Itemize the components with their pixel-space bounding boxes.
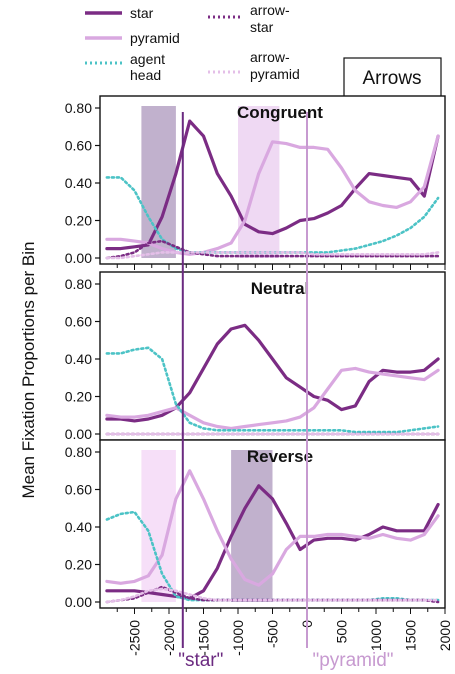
shaded-region-congruent-1 — [238, 106, 280, 258]
y-tick-label-neutral-0: 0.00 — [65, 426, 92, 442]
x-tick-label-9: 2000 — [437, 620, 453, 651]
y-tick-label-reverse-0: 0.00 — [65, 594, 92, 610]
legend-label-arrow-pyramid-line1: arrow- — [250, 49, 290, 65]
series-line-reverse-arrow-pyramid — [105, 587, 440, 604]
x-tick-label-1: -2000 — [161, 620, 177, 656]
star-onset-label: "star" — [178, 650, 223, 671]
panel-title-neutral: Neutral — [251, 279, 310, 298]
legend-item-arrow-pyramid: arrow- pyramid — [208, 49, 300, 82]
condition-box-frame — [343, 57, 442, 99]
y-tick-label-reverse-4: 0.80 — [65, 444, 92, 460]
y-tick-label-reverse-1: 0.20 — [65, 557, 92, 573]
y-tick-label-neutral-3: 0.60 — [65, 314, 92, 330]
legend-label-arrow-star-line1: arrow- — [250, 2, 290, 18]
legend-label-agent-head-line1: agent — [130, 51, 165, 67]
y-tick-label-congruent-2: 0.40 — [65, 175, 92, 191]
legend-item-agent-head: agent head — [85, 51, 165, 83]
x-tick-label-4: -500 — [265, 620, 281, 648]
series-line-reverse-pyramid — [105, 469, 440, 587]
legend-label-arrow-star-line2: star — [250, 19, 274, 35]
legend-label-pyramid: pyramid — [130, 30, 180, 46]
y-tick-label-congruent-1: 0.20 — [65, 213, 92, 229]
x-tick-label-2: -1500 — [196, 620, 212, 656]
panel-reverse: 0.00 0.20 0.40 0.60 0.80 Reverse — [65, 439, 446, 614]
shaded-region-reverse-1 — [231, 450, 273, 602]
series-line-neutral-agent-head — [105, 346, 440, 434]
panel-neutral: 0.00 0.20 0.40 0.60 0.80 Neutral — [65, 271, 446, 446]
shaded-region-congruent-0 — [141, 106, 176, 258]
series-line-congruent-star — [105, 119, 440, 251]
pyramid-onset-label: "pyramid" — [312, 650, 393, 671]
time-markers: "star" "pyramid" — [178, 112, 394, 671]
condition-box: Arrows — [343, 57, 442, 99]
x-tick-label-3: -1000 — [230, 620, 246, 656]
series-line-congruent-arrow-star — [105, 239, 440, 260]
y-tick-label-neutral-2: 0.40 — [65, 351, 92, 367]
legend-label-agent-head-line2: head — [130, 67, 161, 83]
condition-box-label: Arrows — [362, 68, 421, 89]
x-tick-label-7: 1000 — [368, 620, 384, 651]
legend-item-star: star — [85, 5, 154, 21]
y-tick-label-neutral-4: 0.80 — [65, 276, 92, 292]
y-tick-label-reverse-3: 0.60 — [65, 482, 92, 498]
legend: star pyramid agent head arrow- star arro… — [85, 2, 300, 83]
legend-item-arrow-star: arrow- star — [208, 2, 290, 35]
series-line-congruent-pyramid — [105, 134, 440, 256]
series-line-neutral-star — [105, 323, 440, 423]
series-line-reverse-star — [105, 484, 440, 600]
y-axis-label: Mean Fixation Proportions per Bin — [19, 241, 38, 498]
legend-item-pyramid: pyramid — [85, 30, 180, 46]
series-line-neutral-pyramid — [105, 366, 440, 430]
y-tick-label-congruent-4: 0.80 — [65, 100, 92, 116]
legend-label-star: star — [130, 5, 154, 21]
y-tick-label-neutral-1: 0.20 — [65, 389, 92, 405]
panel-congruent: 0.00 0.20 0.40 0.60 0.80 Congruent — [65, 95, 446, 270]
panel-title-congruent: Congruent — [237, 103, 323, 122]
panels: 0.00 0.20 0.40 0.60 0.80 Congruent 0.00 0.20 0.4… — [65, 95, 453, 656]
x-tick-label-8: 1500 — [403, 620, 419, 651]
y-tick-label-congruent-0: 0.00 — [65, 250, 92, 266]
series-line-congruent-arrow-pyramid — [105, 251, 440, 260]
x-tick-label-0: -2500 — [127, 620, 143, 656]
panel-title-reverse: Reverse — [247, 447, 313, 466]
y-tick-label-reverse-2: 0.40 — [65, 519, 92, 535]
y-tick-label-congruent-3: 0.60 — [65, 138, 92, 154]
x-tick-label-6: 500 — [334, 620, 350, 644]
legend-label-arrow-pyramid-line2: pyramid — [250, 66, 300, 82]
